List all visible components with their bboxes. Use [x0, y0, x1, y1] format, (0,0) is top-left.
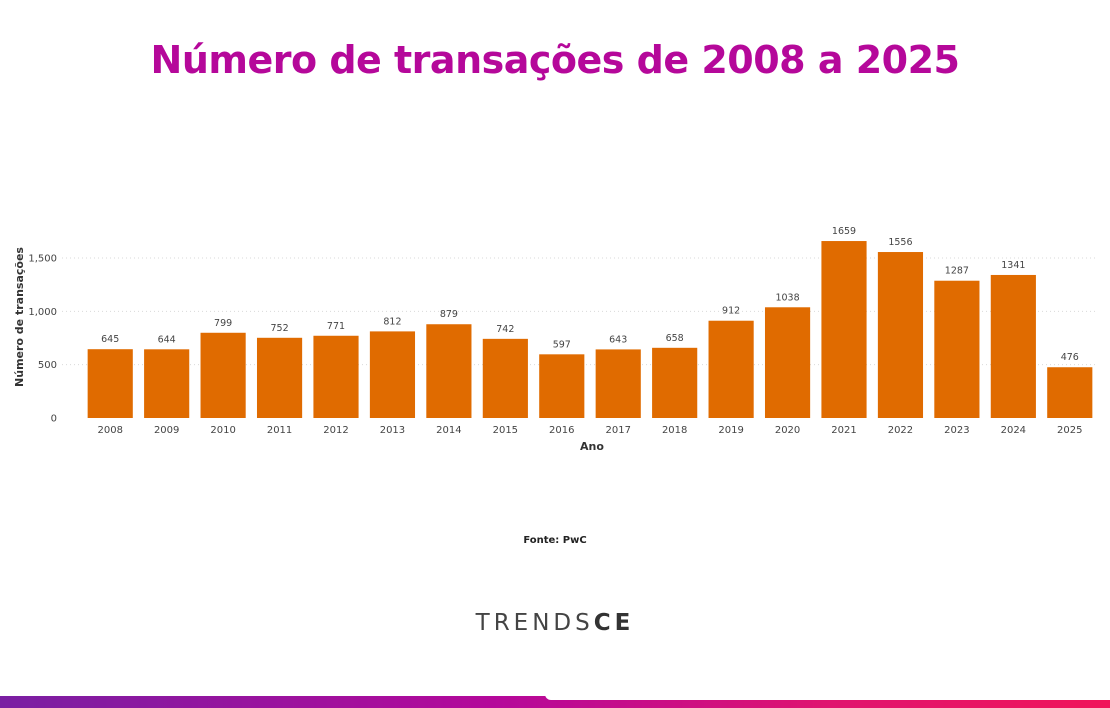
- x-tick-label-2014: 2014: [436, 425, 461, 436]
- bar-2013: [369, 331, 416, 418]
- x-tick-label-2024: 2024: [1001, 425, 1026, 436]
- data-label-2015: 742: [496, 324, 514, 335]
- bottom-bar-notch: [545, 694, 1110, 700]
- x-tick-label-2010: 2010: [210, 425, 235, 436]
- x-tick-label-2018: 2018: [662, 425, 687, 436]
- x-axis-ticks: 2008 2009 2010 2011 2012 2013 2014 2015 2016 2017…: [97, 425, 1082, 436]
- data-label-2011: 752: [270, 323, 288, 334]
- bar-2011: [256, 337, 303, 418]
- bar-2008: [87, 349, 133, 418]
- bar-2012: [313, 335, 359, 418]
- x-tick-label-2025: 2025: [1057, 425, 1082, 436]
- x-tick-label-2009: 2009: [154, 425, 179, 436]
- bar-2018: [652, 347, 698, 418]
- data-label-2023: 1287: [945, 266, 969, 277]
- data-label-2025: 476: [1061, 352, 1079, 363]
- data-label-2012: 771: [327, 321, 345, 332]
- data-label-2022: 1556: [888, 237, 912, 248]
- x-tick-label-2017: 2017: [605, 425, 630, 436]
- bar-2010: [200, 332, 246, 418]
- y-tick-label: 1,000: [28, 307, 57, 318]
- bar-2019: [708, 320, 754, 418]
- data-label-2019: 912: [722, 306, 740, 317]
- x-tick-label-2021: 2021: [831, 425, 856, 436]
- y-tick-label: 0: [51, 414, 57, 425]
- brand-logo-light: TRENDS: [475, 610, 594, 636]
- y-axis-ticks: 0 500 1,000 1,500: [28, 254, 57, 425]
- y-axis-title: Número de transações: [13, 247, 26, 387]
- bar-2021: [821, 241, 867, 418]
- x-tick-label-2013: 2013: [380, 425, 405, 436]
- x-tick-label-2023: 2023: [944, 425, 969, 436]
- x-axis-title: Ano: [580, 440, 604, 453]
- data-labels: 645 644 799 752 771 812 879 742 597 643 658 912 1038…: [101, 226, 1079, 363]
- x-tick-label-2019: 2019: [718, 425, 743, 436]
- page-title: Número de transações de 2008 a 2025: [150, 38, 960, 82]
- x-tick-label-2016: 2016: [549, 425, 574, 436]
- brand-logo-bold: CE: [593, 610, 635, 636]
- bars: [87, 241, 1093, 418]
- bar-2025: [1047, 367, 1093, 418]
- y-tick-label: 500: [38, 360, 57, 371]
- data-label-2009: 644: [158, 334, 176, 345]
- data-label-2013: 812: [383, 316, 401, 327]
- bar-2020: [764, 307, 811, 418]
- x-tick-label-2011: 2011: [267, 425, 292, 436]
- data-label-2017: 643: [609, 334, 627, 345]
- data-label-2018: 658: [666, 333, 684, 344]
- x-tick-label-2022: 2022: [888, 425, 913, 436]
- source-note: Fonte: PwC: [523, 535, 587, 546]
- data-label-2020: 1038: [775, 292, 799, 303]
- bar-2014: [426, 324, 472, 418]
- data-label-2016: 597: [553, 339, 571, 350]
- x-tick-label-2020: 2020: [775, 425, 800, 436]
- bar-2016: [539, 354, 585, 418]
- x-tick-label-2012: 2012: [323, 425, 348, 436]
- data-label-2014: 879: [440, 309, 458, 320]
- bar-2023: [934, 280, 980, 418]
- x-tick-label-2008: 2008: [97, 425, 122, 436]
- bar-2022: [877, 252, 924, 418]
- data-label-2010: 799: [214, 318, 232, 329]
- bar-2015: [482, 338, 528, 418]
- brand-logo: TRENDSCE: [0, 610, 1110, 636]
- data-label-2008: 645: [101, 334, 119, 345]
- data-label-2021: 1659: [832, 226, 856, 237]
- y-tick-label: 1,500: [28, 254, 57, 265]
- bar-2017: [595, 349, 641, 418]
- data-label-2024: 1341: [1001, 260, 1025, 271]
- bar-2009: [144, 349, 190, 418]
- bar-2024: [990, 274, 1036, 418]
- x-tick-label-2015: 2015: [493, 425, 518, 436]
